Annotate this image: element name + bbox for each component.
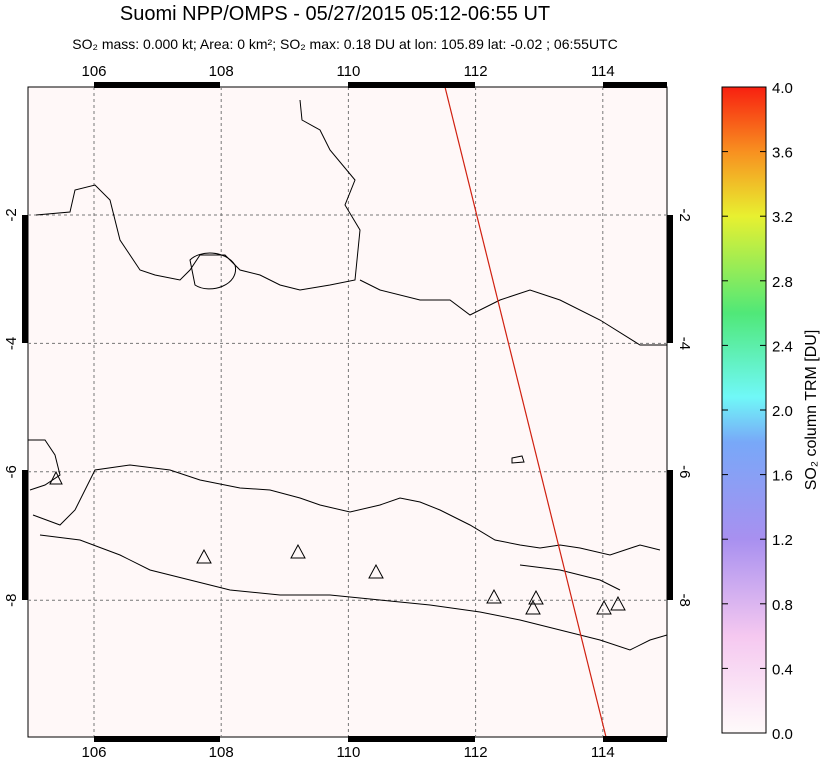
map-frame [27,86,668,738]
frame-bars [22,82,673,742]
lon-tick-label: 114 [591,63,615,80]
colorbar-tick-label: 2.8 [772,274,793,291]
volcanoes [49,470,626,615]
lat-tick-label: -2 [676,208,693,221]
colorbar-tick-label: 0.8 [772,597,793,614]
map [22,82,673,742]
colorbar-tick-label: 1.6 [772,468,793,485]
lon-tick-label: 112 [464,744,488,759]
lat-tick-label: -4 [3,337,20,350]
orbit-track [444,86,607,738]
colorbar-tick-label: 4.0 [772,80,793,97]
lat-tick-label: -8 [676,594,693,607]
colorbar-tick-label: 0.0 [772,726,793,743]
lon-tick-label: 114 [591,744,615,759]
lat-tick-label: -4 [676,337,693,350]
colorbar-tick-label: 2.0 [772,403,793,420]
lon-tick-label: 106 [81,63,106,80]
lat-tick-label: -8 [3,594,20,607]
colorbar-tick-label: 2.4 [772,338,793,355]
colorbar-tick-label: 3.2 [772,209,793,226]
colorbar [721,86,767,734]
lon-tick-label: 108 [209,63,234,80]
colorbar-tick-label: 3.6 [772,145,793,162]
lat-tick-label: -6 [3,465,20,478]
lon-tick-label: 108 [209,744,234,759]
lat-tick-label: -2 [3,208,20,221]
title: Suomi NPP/OMPS - 05/27/2015 05:12-06:55 … [120,3,550,25]
lon-tick-label: 112 [464,63,488,80]
subtitle: SO₂ mass: 0.000 kt; Area: 0 km²; SO₂ max… [72,36,617,52]
colorbar-tick-label: 1.2 [772,532,793,549]
lon-tick-label: 110 [336,744,360,759]
lat-tick-label: -6 [676,465,693,478]
colorbar-label: SO₂ column TRM [DU] [803,330,820,491]
lon-tick-label: 110 [336,63,360,80]
lon-tick-label: 106 [81,744,106,759]
coastline [28,99,668,651]
colorbar-tick-label: 0.4 [772,661,793,678]
